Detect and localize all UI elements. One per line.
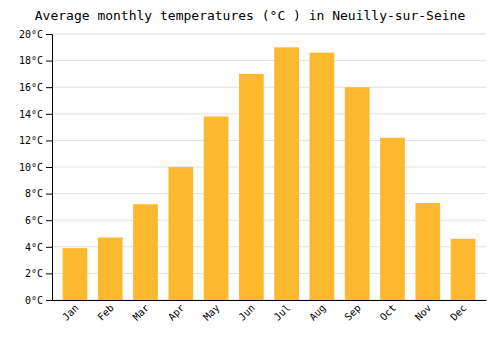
tick-mark xyxy=(46,247,52,248)
tick-mark xyxy=(46,300,52,301)
tick: Jun xyxy=(236,300,257,323)
axis-line xyxy=(53,300,487,301)
tick-label: 0°C xyxy=(25,295,43,306)
tick-mark xyxy=(46,34,52,35)
tick-label: Mar xyxy=(131,302,152,323)
tick-label: May xyxy=(201,302,222,323)
tick-label: 6°C xyxy=(25,215,43,226)
bar xyxy=(345,87,370,300)
grid-line xyxy=(52,140,486,141)
tick: Jan xyxy=(60,300,81,323)
grid-line xyxy=(52,34,486,35)
tick-label: 18°C xyxy=(19,55,43,66)
grid-line xyxy=(52,60,486,61)
tick: Dec xyxy=(448,300,469,323)
tick: 6°C xyxy=(25,215,52,226)
tick: Sep xyxy=(342,300,363,323)
tick-label: 10°C xyxy=(19,162,43,173)
tick: Mar xyxy=(131,300,152,323)
bar xyxy=(380,138,405,300)
tick-mark xyxy=(46,140,52,141)
tick-label: Dec xyxy=(448,302,469,323)
y-axis: 0°C 2°C 4°C 6°C 8°C 10°C 12°C 14°C 16°C 18°C 20°C xyxy=(19,29,53,306)
axis-line xyxy=(46,35,53,301)
tick: Nov xyxy=(413,300,434,323)
tick-label: Feb xyxy=(95,302,116,323)
tick-mark xyxy=(46,273,52,274)
tick-label: Apr xyxy=(166,302,187,323)
bar xyxy=(415,203,440,300)
tick: 16°C xyxy=(19,82,52,93)
tick-label: Oct xyxy=(378,302,399,323)
bar xyxy=(274,47,299,300)
tick-mark xyxy=(46,167,52,168)
bar xyxy=(133,204,158,300)
bar xyxy=(204,116,229,300)
bar xyxy=(98,237,123,300)
tick: Jul xyxy=(272,300,293,323)
tick-mark xyxy=(46,61,52,62)
tick-label: 2°C xyxy=(25,268,43,279)
tick-label: 16°C xyxy=(19,82,43,93)
title: Average monthly temperatures (°C ) in Ne… xyxy=(35,8,466,23)
bars xyxy=(63,47,476,300)
tick-mark xyxy=(46,220,52,221)
tick: Feb xyxy=(95,300,116,323)
grid xyxy=(52,34,486,300)
tick: May xyxy=(201,300,222,323)
tick-label: Aug xyxy=(307,302,328,323)
tick: 4°C xyxy=(25,242,52,253)
bar xyxy=(451,239,476,300)
tick-label: Jul xyxy=(272,302,293,323)
tick: 20°C xyxy=(19,29,52,40)
tick-label: 4°C xyxy=(25,242,43,253)
bar xyxy=(239,74,264,300)
tick: Oct xyxy=(378,300,399,323)
tick: 0°C xyxy=(25,295,52,306)
tick: 18°C xyxy=(19,55,52,66)
tick-mark xyxy=(46,114,52,115)
tick-label: Jan xyxy=(60,302,81,323)
tick-label: Jun xyxy=(236,302,257,323)
grid-line xyxy=(52,193,486,194)
tick: Aug xyxy=(307,300,328,323)
tick: 12°C xyxy=(19,135,52,146)
tick: 2°C xyxy=(25,268,52,279)
chart: 0°C 2°C 4°C 6°C 8°C 10°C 12°C 14°C 16°C 18°C 20°C J… xyxy=(0,0,500,350)
tick: 14°C xyxy=(19,109,52,120)
tick: Apr xyxy=(166,300,187,323)
tick-label: 14°C xyxy=(19,109,43,120)
tick-label: 12°C xyxy=(19,135,43,146)
tick-mark xyxy=(46,87,52,88)
bar xyxy=(63,248,88,300)
tick-label: Nov xyxy=(413,302,434,323)
tick-label: 8°C xyxy=(25,188,43,199)
grid-line xyxy=(52,113,486,114)
grid-line xyxy=(52,167,486,168)
x-axis: Jan Feb Mar Apr May Jun Jul Aug Sep Oct Nov Dec xyxy=(53,300,487,323)
bar xyxy=(310,53,335,300)
grid-line xyxy=(52,87,486,88)
tick-label: 20°C xyxy=(19,29,43,40)
tick-label: Sep xyxy=(342,302,363,323)
tick: 10°C xyxy=(19,162,52,173)
bar xyxy=(168,167,193,300)
tick-mark xyxy=(46,194,52,195)
tick: 8°C xyxy=(25,188,52,199)
plot: 0°C 2°C 4°C 6°C 8°C 10°C 12°C 14°C 16°C 18°C 20°C J… xyxy=(19,29,487,323)
